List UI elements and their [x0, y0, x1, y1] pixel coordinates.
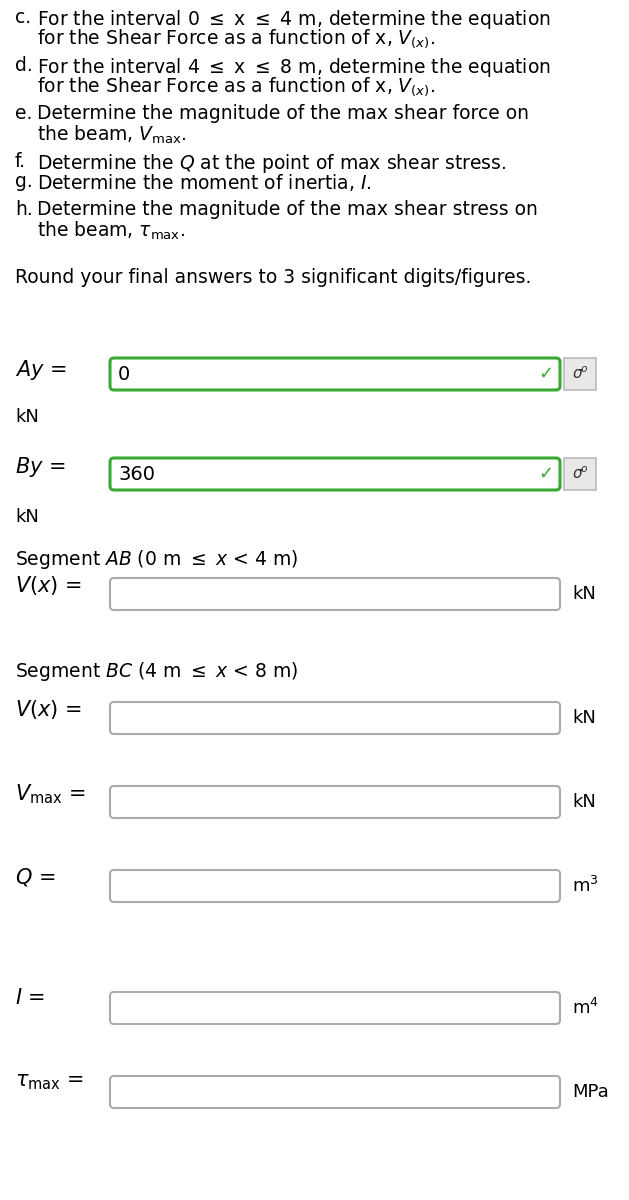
FancyBboxPatch shape — [110, 358, 560, 390]
FancyBboxPatch shape — [110, 786, 560, 818]
FancyBboxPatch shape — [110, 578, 560, 610]
Text: ✓: ✓ — [538, 365, 553, 383]
Text: $\sigma^{\!\mathit{o}}$: $\sigma^{\!\mathit{o}}$ — [572, 466, 588, 482]
FancyBboxPatch shape — [110, 1076, 560, 1108]
Text: $\tau_\mathrm{max}$ =: $\tau_\mathrm{max}$ = — [15, 1072, 84, 1092]
FancyBboxPatch shape — [110, 870, 560, 902]
FancyBboxPatch shape — [564, 358, 596, 390]
Text: $V(x)$ =: $V(x)$ = — [15, 698, 82, 721]
Text: the beam, $\tau_\mathrm{max}$.: the beam, $\tau_\mathrm{max}$. — [37, 220, 185, 242]
FancyBboxPatch shape — [110, 458, 560, 490]
FancyBboxPatch shape — [110, 702, 560, 734]
FancyBboxPatch shape — [110, 992, 560, 1024]
Text: kN: kN — [572, 793, 596, 811]
Text: Determine the moment of inertia, $I$.: Determine the moment of inertia, $I$. — [37, 172, 372, 193]
Text: Determine the $Q$ at the point of max shear stress.: Determine the $Q$ at the point of max sh… — [37, 152, 506, 175]
Text: 360: 360 — [118, 464, 155, 484]
Text: $I$ =: $I$ = — [15, 988, 45, 1008]
Text: For the interval 4 $\leq$ x $\leq$ 8 m, determine the equation: For the interval 4 $\leq$ x $\leq$ 8 m, … — [37, 56, 551, 79]
Text: d.: d. — [15, 56, 33, 74]
Text: kN: kN — [572, 584, 596, 602]
Text: h.: h. — [15, 200, 33, 218]
Text: $V(x)$ =: $V(x)$ = — [15, 574, 82, 596]
Text: m$^4$: m$^4$ — [572, 998, 599, 1018]
Text: $\sigma^{\!\mathit{o}}$: $\sigma^{\!\mathit{o}}$ — [572, 366, 588, 383]
Text: m$^3$: m$^3$ — [572, 876, 599, 896]
Text: $By$ =: $By$ = — [15, 455, 65, 479]
Text: $Ay$ =: $Ay$ = — [15, 358, 67, 382]
Text: c.: c. — [15, 8, 31, 26]
Text: for the Shear Force as a function of x, $V_{(x)}$.: for the Shear Force as a function of x, … — [37, 76, 435, 98]
Text: $V_\mathrm{max}$ =: $V_\mathrm{max}$ = — [15, 782, 86, 805]
Text: ✓: ✓ — [538, 464, 553, 482]
Text: the beam, $V_\mathrm{max}$.: the beam, $V_\mathrm{max}$. — [37, 124, 187, 146]
Text: kN: kN — [15, 508, 39, 526]
Text: Segment $BC$ (4 m $\leq$ $x$ < 8 m): Segment $BC$ (4 m $\leq$ $x$ < 8 m) — [15, 660, 298, 683]
Text: Round your final answers to 3 significant digits/figures.: Round your final answers to 3 significan… — [15, 268, 532, 287]
Text: $Q$ =: $Q$ = — [15, 866, 55, 888]
Text: e.: e. — [15, 104, 32, 122]
Text: Determine the magnitude of the max shear force on: Determine the magnitude of the max shear… — [37, 104, 529, 122]
Text: Determine the magnitude of the max shear stress on: Determine the magnitude of the max shear… — [37, 200, 538, 218]
Text: for the Shear Force as a function of x, $V_{(x)}$.: for the Shear Force as a function of x, … — [37, 28, 435, 50]
Text: f.: f. — [15, 152, 26, 170]
Text: For the interval 0 $\leq$ x $\leq$ 4 m, determine the equation: For the interval 0 $\leq$ x $\leq$ 4 m, … — [37, 8, 551, 31]
Text: MPa: MPa — [572, 1082, 609, 1102]
Text: kN: kN — [572, 709, 596, 727]
FancyBboxPatch shape — [564, 458, 596, 490]
Text: 0: 0 — [118, 365, 130, 384]
Text: kN: kN — [15, 408, 39, 426]
Text: g.: g. — [15, 172, 33, 191]
Text: Segment $AB$ (0 m $\leq$ $x$ < 4 m): Segment $AB$ (0 m $\leq$ $x$ < 4 m) — [15, 548, 298, 571]
